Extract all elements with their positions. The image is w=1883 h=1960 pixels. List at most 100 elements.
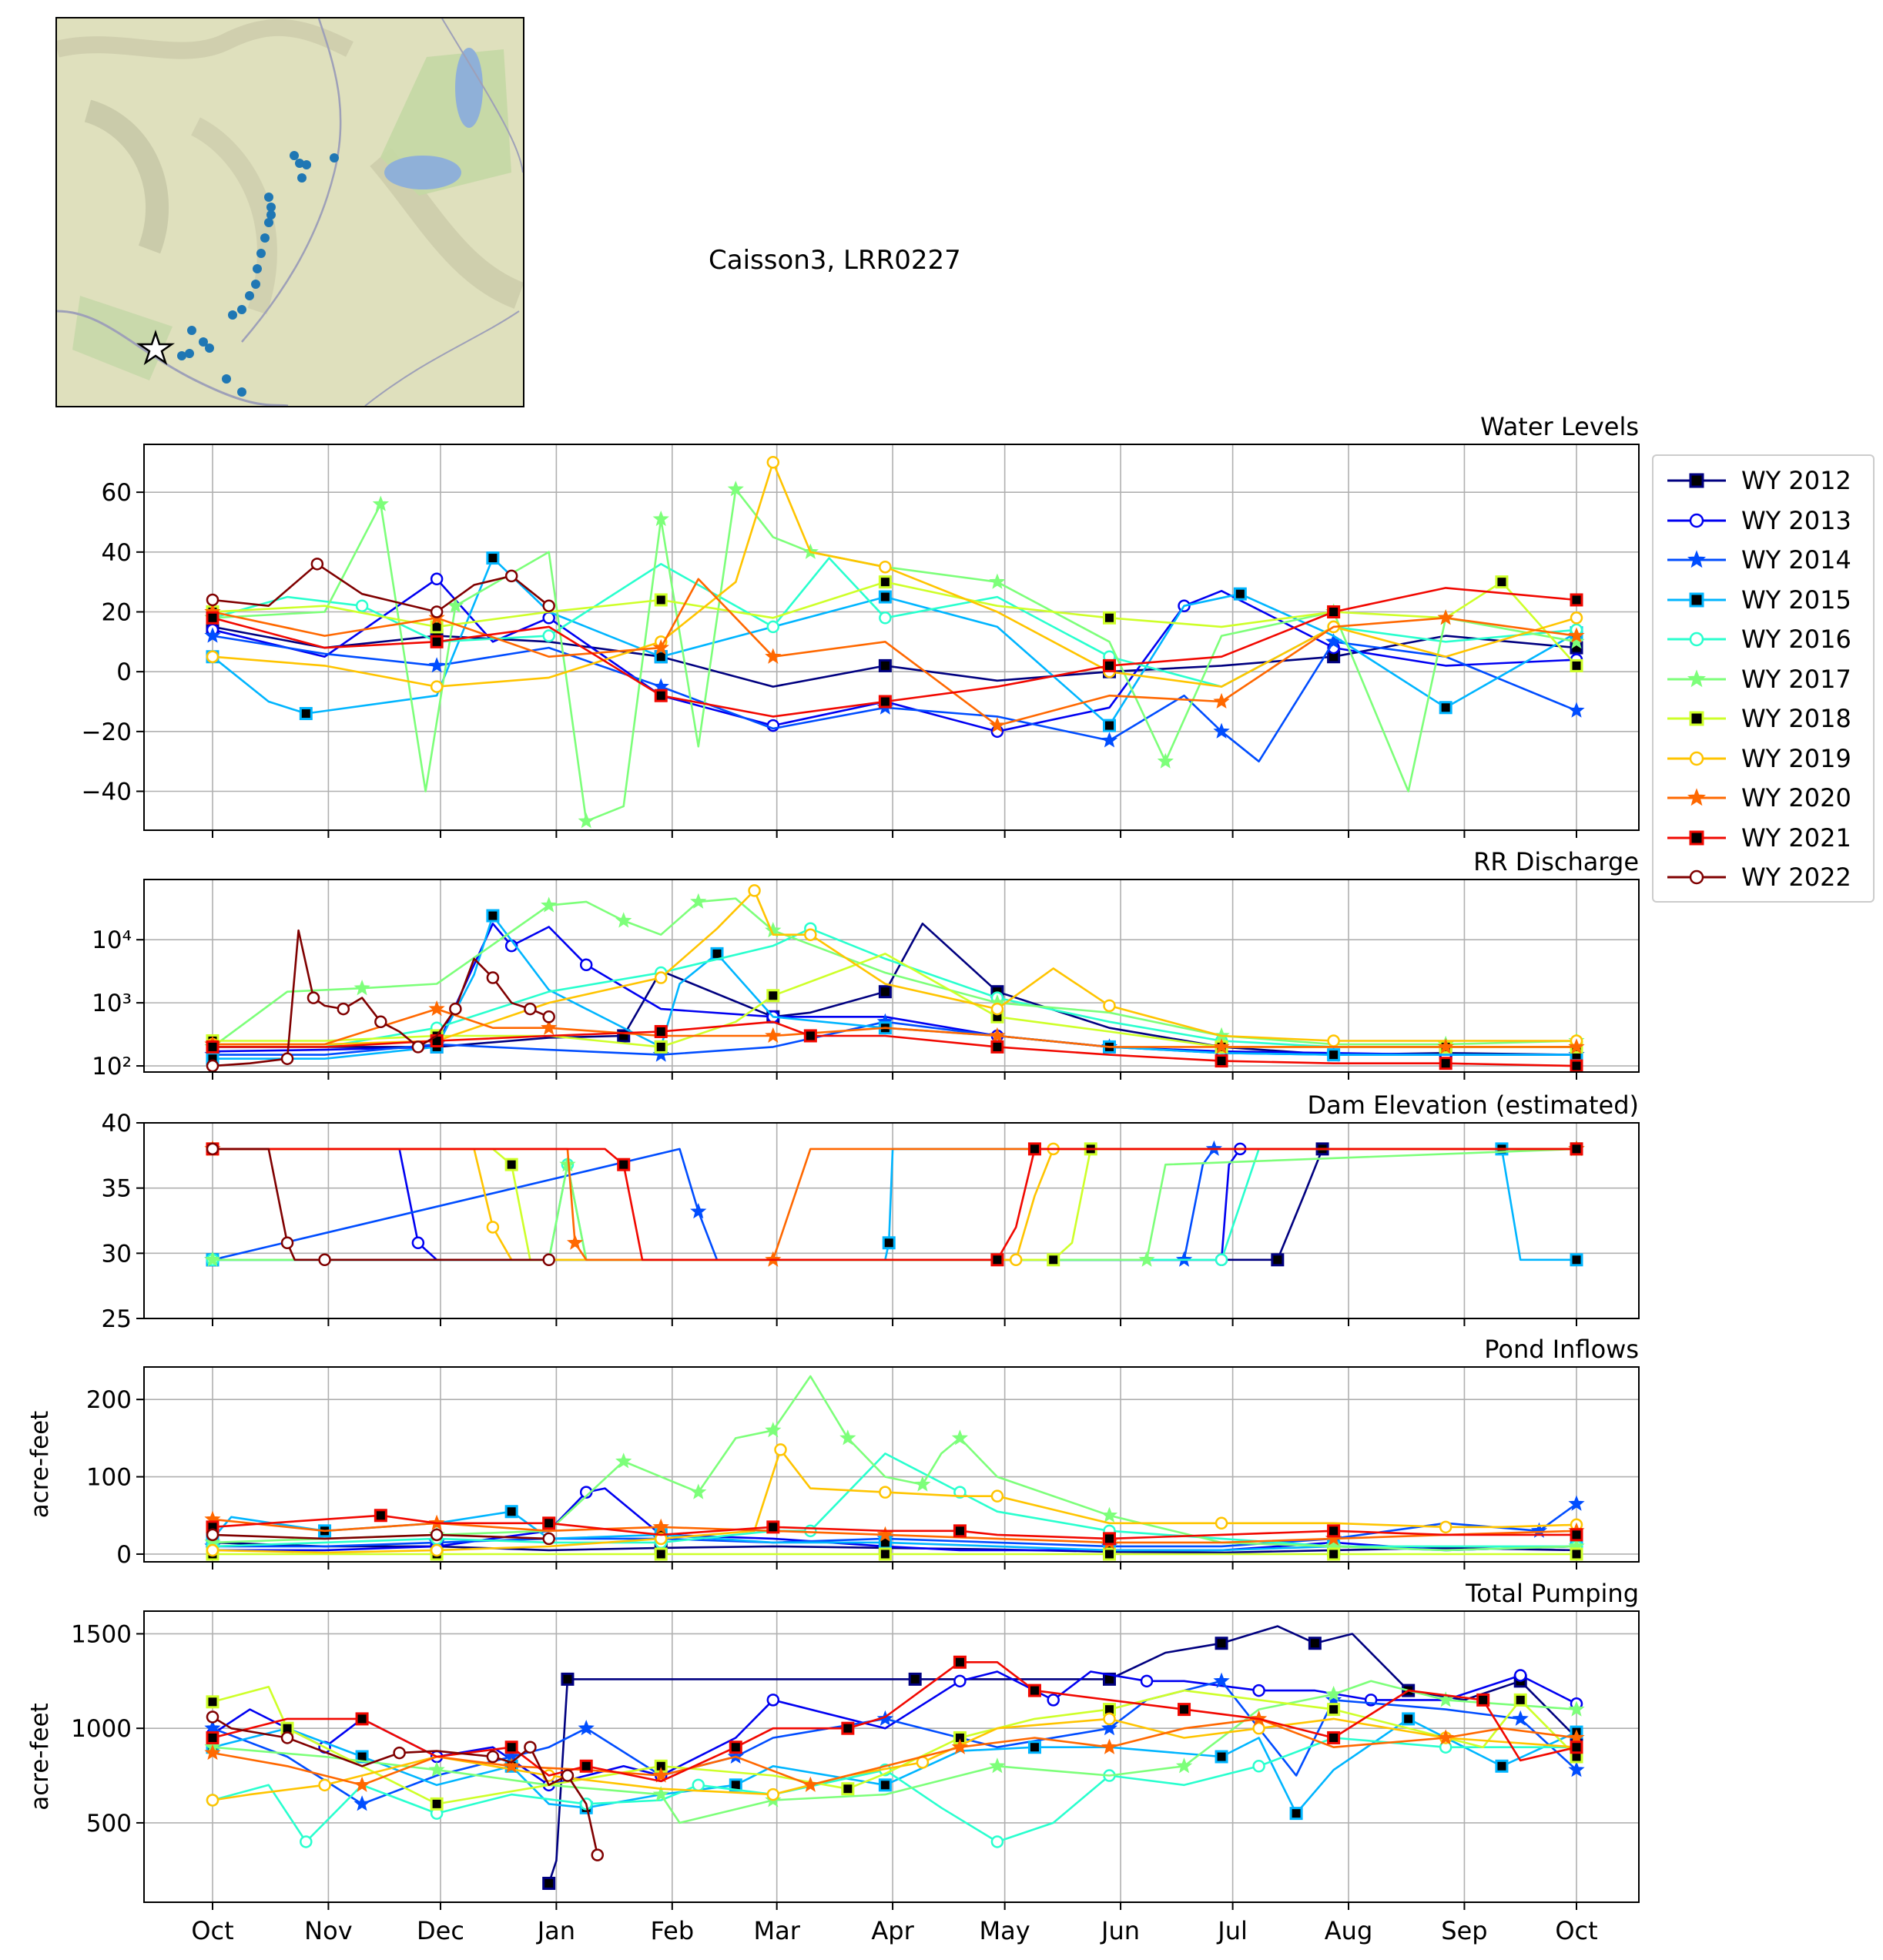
y-tick-label: −20 (82, 719, 132, 746)
series-group (204, 1625, 1585, 1890)
data-point (1027, 1684, 1041, 1697)
data-point (1102, 658, 1116, 672)
y-tick-label: 20 (102, 598, 132, 626)
legend-entry: WY 2022 (1666, 862, 1851, 893)
data-point (280, 1052, 294, 1065)
y-tick-label: 40 (102, 539, 132, 567)
data-point (486, 971, 500, 984)
data-point (989, 573, 1006, 589)
x-tick-label: Feb (650, 1916, 694, 1945)
legend-marker (1689, 869, 1704, 885)
series-line (212, 578, 1577, 727)
data-point (504, 569, 518, 583)
data-point (372, 495, 390, 511)
data-point (486, 909, 500, 923)
legend-entry: WY 2014 (1666, 544, 1851, 575)
data-point (206, 650, 219, 663)
data-point (428, 1000, 445, 1017)
data-point (541, 896, 558, 913)
data-point (652, 510, 669, 527)
data-point (206, 1695, 219, 1709)
data-point (654, 1532, 668, 1546)
x-tick-label: Sep (1441, 1916, 1487, 1945)
data-point (280, 1731, 294, 1744)
data-point (841, 1782, 855, 1796)
data-point (1252, 1721, 1265, 1735)
terrain-map (57, 18, 523, 406)
data-point (878, 575, 892, 589)
data-point (1327, 1048, 1341, 1062)
legend-entry: WY 2013 (1666, 505, 1851, 536)
legend-marker (1689, 830, 1704, 845)
data-point (1437, 609, 1454, 625)
legend-label: WY 2018 (1741, 704, 1851, 733)
data-point (206, 1059, 219, 1072)
data-point (1568, 627, 1585, 643)
data-point (914, 1476, 931, 1492)
series-line (212, 635, 1577, 763)
series-line (212, 562, 550, 613)
data-point (765, 1422, 782, 1438)
data-point (990, 1489, 1004, 1503)
legend-label: WY 2015 (1741, 585, 1851, 615)
figure-title: Caisson3, LRR0227 (709, 245, 961, 276)
panel-2: 10² 10³ 10⁴ RR Discharge (92, 847, 1640, 1081)
data-point (280, 1236, 294, 1250)
data-point (990, 1040, 1004, 1054)
data-point (1495, 1759, 1509, 1773)
star-icon (136, 330, 176, 366)
y-tick-label: 500 (86, 1810, 132, 1838)
data-point (690, 1202, 707, 1219)
data-point (430, 572, 444, 586)
data-point (300, 1835, 313, 1848)
data-point (989, 716, 1006, 733)
data-point (652, 1785, 669, 1802)
data-point (524, 1741, 537, 1754)
data-point (1157, 752, 1174, 769)
data-point (654, 593, 668, 607)
data-point (566, 1234, 584, 1250)
data-point (1215, 1750, 1228, 1764)
series-line (213, 1020, 1577, 1067)
data-point (692, 1778, 705, 1792)
legend-marker (1689, 592, 1704, 607)
data-point (411, 1236, 425, 1250)
data-point (804, 928, 817, 941)
data-point (990, 1835, 1004, 1848)
series-line (212, 1680, 1577, 1824)
data-point (690, 893, 707, 909)
data-point (353, 980, 370, 996)
legend-swatch (1667, 751, 1726, 766)
data-point (1308, 1637, 1322, 1650)
data-point (1103, 999, 1116, 1013)
legend-label: WY 2021 (1741, 823, 1851, 853)
data-point (542, 599, 555, 612)
x-tick-label: Aug (1325, 1916, 1372, 1945)
data-point (1568, 1700, 1585, 1717)
data-point (727, 481, 744, 497)
legend-entry: WY 2016 (1666, 624, 1851, 655)
data-point (1271, 1253, 1285, 1267)
data-point (1009, 1253, 1023, 1267)
series-line (213, 1487, 1577, 1552)
data-point (1102, 611, 1116, 625)
series-line (213, 1007, 1576, 1048)
data-point (1570, 593, 1583, 607)
data-point (953, 1655, 967, 1669)
series-line (212, 929, 550, 1067)
data-point (1215, 1253, 1228, 1267)
x-tick-label: Jan (536, 1916, 575, 1945)
data-point (908, 1672, 922, 1686)
panel-5: 500 1000 1500 Total Pumping acre-feet (26, 1579, 1640, 1910)
data-point (1570, 1741, 1583, 1754)
data-point (652, 1767, 669, 1783)
data-point (206, 1543, 219, 1557)
data-point (878, 658, 892, 672)
data-point (1215, 1637, 1228, 1650)
legend-swatch (1667, 473, 1726, 488)
data-point (1138, 1251, 1155, 1267)
data-point (430, 635, 444, 648)
data-point (1439, 1057, 1452, 1070)
y-tick-label: 30 (102, 1240, 132, 1268)
series-line (212, 1737, 1576, 1843)
